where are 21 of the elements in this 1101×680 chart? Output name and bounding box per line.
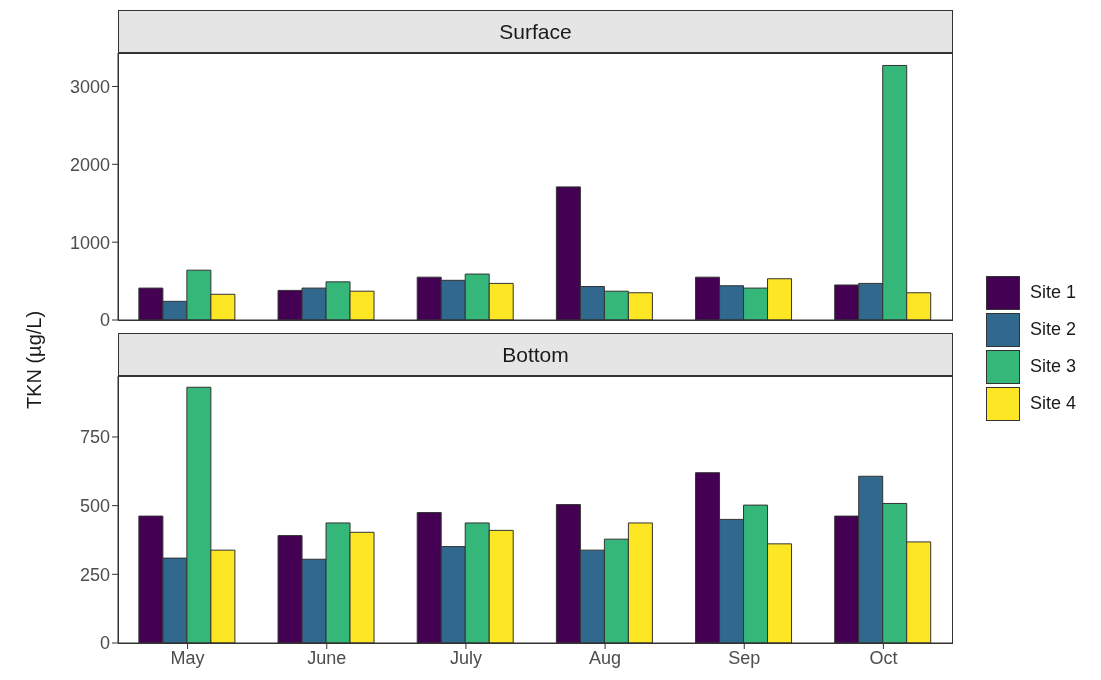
legend-label: Site 4 bbox=[1030, 393, 1077, 414]
y-tick-label: 250 bbox=[79, 564, 110, 585]
y-tick-label: 0 bbox=[99, 310, 110, 331]
y-tick-label: 2000 bbox=[69, 154, 110, 175]
y-tick-label: 1000 bbox=[69, 232, 110, 253]
x-tick-label: June bbox=[307, 647, 347, 668]
y-axis-title: TKN (µg/L) bbox=[22, 310, 46, 410]
y-tick-label: 3000 bbox=[69, 76, 110, 97]
legend-label: Site 1 bbox=[1030, 282, 1077, 303]
y-tick-label: 750 bbox=[79, 427, 110, 448]
y-tick-label: 0 bbox=[99, 633, 110, 654]
x-tick-label: July bbox=[449, 647, 482, 668]
x-tick-label: May bbox=[170, 647, 205, 668]
x-tick-label: Oct bbox=[869, 647, 898, 668]
x-tick-label: Aug bbox=[589, 647, 622, 668]
legend-label: Site 2 bbox=[1030, 319, 1077, 340]
x-tick-label: Sep bbox=[728, 647, 761, 668]
y-tick-label: 500 bbox=[79, 496, 110, 517]
chart-title: Bottom bbox=[118, 333, 953, 376]
chart-title: Surface bbox=[118, 10, 953, 53]
legend-label: Site 3 bbox=[1030, 356, 1077, 377]
